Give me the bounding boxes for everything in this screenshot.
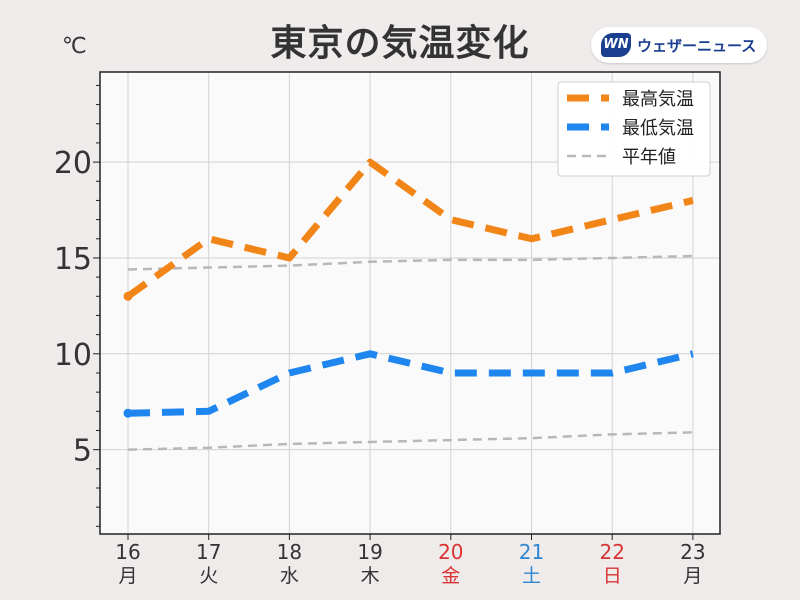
x-tick-label-date: 16 [115,540,140,564]
x-tick-label-weekday: 木 [361,565,380,587]
y-tick-label: 15 [54,242,92,277]
chart-title: 東京の気温変化 [270,23,530,64]
legend-label: 最高気温 [622,89,694,110]
y-tick-label: 10 [54,338,92,373]
x-tick-label-weekday: 日 [603,565,622,587]
x-tick-label-date: 20 [438,540,463,564]
y-axis-unit: ℃ [62,34,87,59]
legend-label: 最低気温 [622,118,694,139]
y-tick-label: 5 [73,434,92,469]
legend-label: 平年値 [622,147,676,168]
series-line-normal [127,254,693,271]
plot-frame [99,71,721,535]
series-start-point-high [123,291,133,301]
series-line-high [125,158,694,300]
x-tick-label-weekday: 水 [280,565,299,587]
weathernews-logo: WN ウェザーニュース [591,27,767,63]
x-tick-label-weekday: 火 [199,565,218,587]
x-tick-label-date: 23 [680,540,705,564]
series-line-low [127,350,694,417]
x-tick-label-weekday: 金 [441,565,460,587]
weathernews-logo-mark: WN [601,33,631,57]
x-tick-label-weekday: 月 [118,565,137,587]
weathernews-logo-text: ウェザーニュース [637,37,757,55]
series-line-normal [127,431,693,451]
series-start-point-low [123,408,133,418]
x-tick-label-weekday: 月 [683,565,702,587]
x-tick-label-weekday: 土 [522,565,541,587]
x-tick-label-date: 17 [196,540,221,564]
legend-box [557,81,711,177]
y-tick-label: 20 [54,146,92,181]
x-tick-label-date: 18 [277,540,302,564]
x-tick-label-date: 22 [599,540,624,564]
x-tick-label-date: 21 [519,540,544,564]
x-tick-label-date: 19 [357,540,382,564]
